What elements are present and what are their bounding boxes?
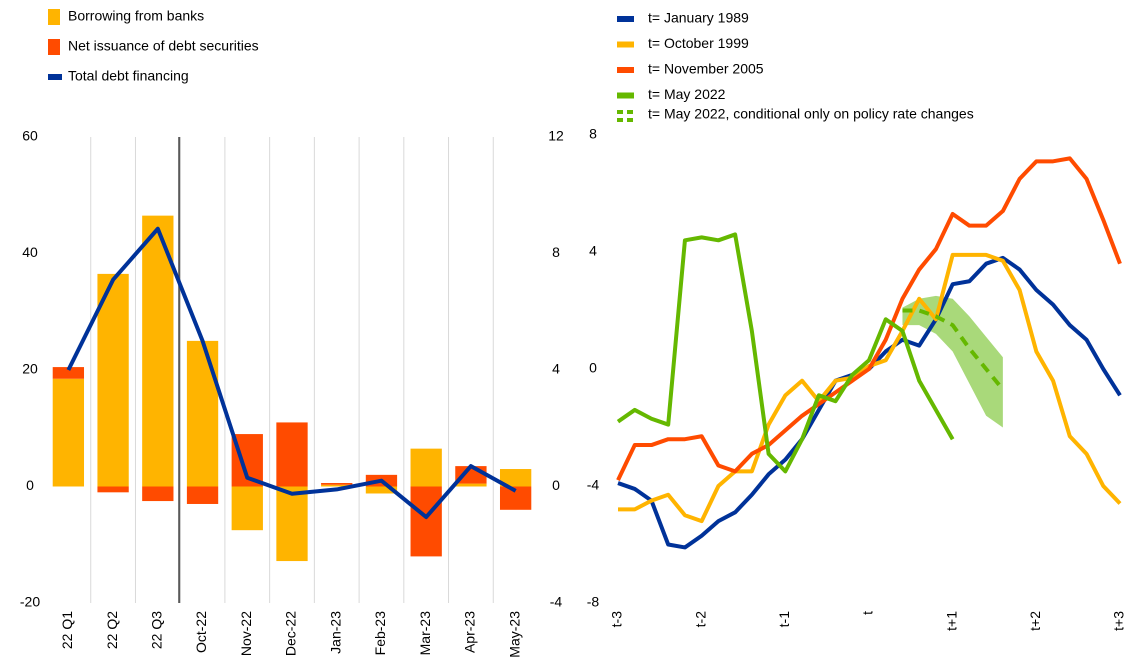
x-tick-label: t [860, 611, 876, 615]
bar [321, 484, 353, 487]
legend-swatch [48, 9, 60, 25]
bar [276, 486, 308, 562]
x-tick-label: t+3 [1111, 611, 1127, 631]
x-tick-label: Mar-23 [417, 611, 433, 656]
legend-label: t= January 1989 [648, 10, 749, 26]
legend-swatch [617, 67, 634, 73]
x-tick-label: Dec-22 [283, 611, 299, 656]
x-tick-label: t-3 [609, 611, 625, 628]
bar [142, 215, 174, 487]
y2-tick-label: 0 [552, 477, 560, 493]
y2-tick-label: -4 [550, 594, 563, 610]
legend-label: Total debt financing [68, 68, 189, 84]
legend-label: t= November 2005 [648, 61, 764, 77]
y-tick-label: 4 [589, 243, 597, 259]
legend-label: t= May 2022, conditional only on policy … [648, 106, 974, 122]
legend-swatch [617, 110, 623, 114]
bar [52, 367, 85, 379]
legend-label: Borrowing from banks [68, 8, 204, 24]
x-tick-label: Apr-23 [462, 611, 478, 653]
legend-swatch [617, 41, 634, 48]
x-tick-label: 22 Q3 [149, 611, 165, 649]
x-tick-label: t+1 [943, 611, 959, 631]
legend-label: t= October 1999 [648, 35, 749, 51]
y-tick-label: 0 [589, 360, 597, 376]
x-tick-label: t+2 [1027, 611, 1043, 631]
legend-swatch [627, 110, 633, 114]
x-tick-label: Oct-22 [193, 611, 209, 653]
legend-label: Net issuance of debt securities [68, 38, 259, 54]
line [902, 308, 1005, 391]
legend-swatch [48, 74, 62, 80]
y2-tick-label: 4 [552, 361, 560, 377]
y2-tick-label: 12 [548, 128, 564, 144]
bar [499, 486, 532, 510]
bar [410, 486, 442, 557]
x-tick-label: Feb-23 [372, 611, 388, 656]
bar [142, 486, 174, 502]
bar [410, 448, 442, 487]
y-tick-label: 20 [22, 361, 38, 377]
bar [97, 486, 129, 493]
x-tick-label: Nov-22 [238, 611, 254, 656]
bar [186, 486, 219, 504]
line [616, 156, 1122, 482]
bar [499, 469, 532, 487]
legend-swatch [617, 118, 623, 122]
line [616, 232, 955, 474]
bar [365, 486, 398, 494]
line [617, 255, 1122, 550]
x-tick-label: t-2 [692, 611, 708, 628]
bar [276, 422, 308, 487]
legend-swatch [627, 118, 633, 122]
band [902, 295, 1003, 428]
x-tick-label: May-23 [506, 611, 522, 658]
bar [52, 378, 85, 487]
y-tick-label: 60 [22, 128, 38, 144]
legend-label: t= May 2022 [648, 86, 726, 102]
legend-swatch [48, 39, 60, 55]
line [66, 226, 517, 520]
y-tick-label: 8 [589, 126, 597, 142]
legend-swatch [617, 92, 634, 99]
legend-swatch [617, 16, 634, 22]
x-tick-label: 22 Q2 [104, 611, 120, 649]
y-tick-label: -4 [587, 477, 600, 493]
x-tick-label: 22 Q1 [59, 611, 75, 649]
bar [231, 486, 263, 531]
y2-tick-label: 8 [552, 244, 560, 260]
y-tick-label: 0 [26, 477, 34, 493]
x-tick-label: Jan-23 [327, 611, 343, 654]
y-tick-label: -20 [20, 594, 40, 610]
bar [455, 483, 487, 487]
y-tick-label: -8 [587, 594, 600, 610]
x-tick-label: t-1 [776, 611, 792, 628]
bar [321, 483, 353, 485]
bar [97, 273, 129, 487]
y-tick-label: 40 [22, 244, 38, 260]
bar [186, 340, 219, 487]
